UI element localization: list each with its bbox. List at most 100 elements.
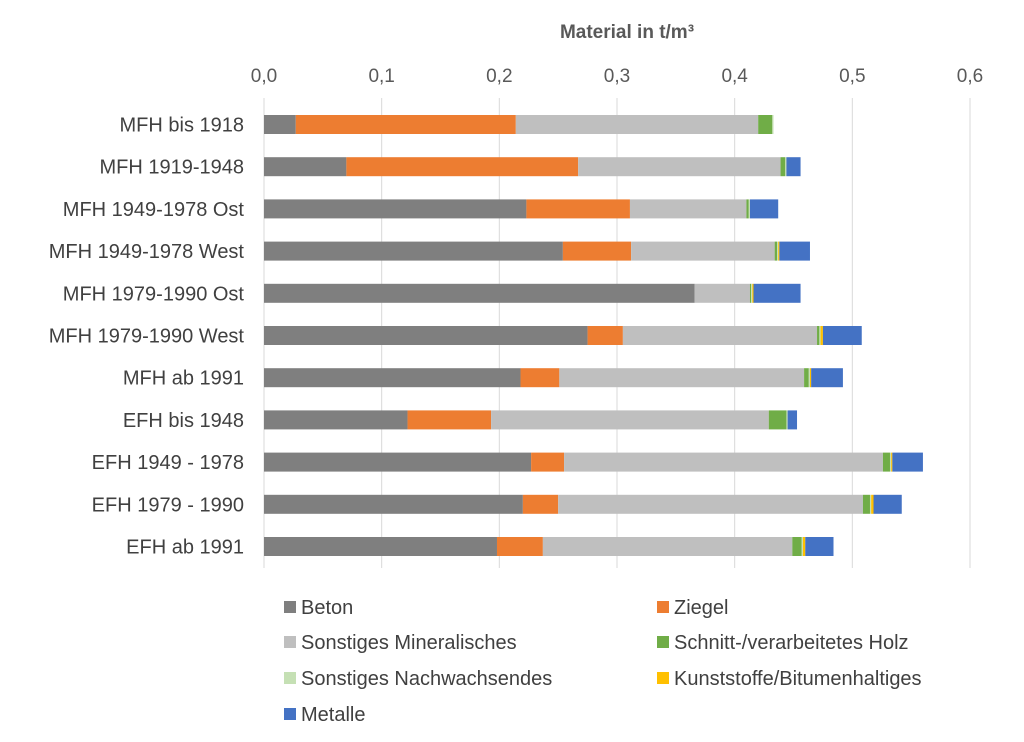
bar-segment-sonstiges-mineralisches xyxy=(629,199,747,219)
bar-segment-sonstiges-nachwachsendes xyxy=(869,494,872,514)
bar-segment-metalle xyxy=(787,410,798,430)
bar-segment-metalle xyxy=(749,199,779,219)
legend-swatch xyxy=(657,636,669,648)
category-label: MFH ab 1991 xyxy=(123,368,244,390)
x-tick-label: 0,1 xyxy=(368,66,394,87)
bar-segment-sonstiges-nachwachsendes xyxy=(748,199,750,219)
bar-segment-beton xyxy=(264,326,588,345)
bar-segment-ziegel xyxy=(531,452,565,472)
category-label: MFH bis 1918 xyxy=(120,115,245,137)
bar-segment-beton xyxy=(264,410,408,430)
x-tick-label: 0,2 xyxy=(486,66,512,87)
legend-label: Beton xyxy=(301,597,353,619)
bar-segment-metalle xyxy=(779,241,810,261)
bar-segment-metalle xyxy=(892,452,923,472)
bar-segment-ziegel xyxy=(520,368,560,388)
bar-segment-sonstiges-mineralisches xyxy=(542,537,793,556)
bar-segment-metalle xyxy=(873,494,902,514)
bar-segment-sonstiges-nachwachsendes xyxy=(889,452,892,472)
bar-segment-kunststoffe-bitumenhaltiges xyxy=(871,494,874,514)
bar-segment-sonstiges-mineralisches xyxy=(515,115,759,134)
bar-segment-schnitt-verarbeitetes-holz xyxy=(817,326,820,345)
legend-label: Sonstiges Nachwachsendes xyxy=(301,668,552,690)
bar-segment-schnitt-verarbeitetes-holz xyxy=(792,537,802,556)
category-label: EFH bis 1948 xyxy=(123,410,244,432)
category-label: EFH 1979 - 1990 xyxy=(92,494,244,516)
bar-segment-sonstiges-nachwachsendes xyxy=(785,157,787,177)
bar-segment-sonstiges-mineralisches xyxy=(622,326,818,345)
bar-segment-metalle xyxy=(811,368,843,388)
bar-segment-schnitt-verarbeitetes-holz xyxy=(862,494,870,514)
bar-segment-beton xyxy=(264,494,523,514)
legend-item: Sonstiges Nachwachsendes xyxy=(284,668,552,690)
x-tick-label: 0,0 xyxy=(251,66,277,87)
bar-segment-schnitt-verarbeitetes-holz xyxy=(780,157,786,177)
legend-label: Kunststoffe/Bitumenhaltiges xyxy=(674,668,922,690)
bar-segment-beton xyxy=(264,368,521,388)
legend-swatch xyxy=(284,708,296,720)
bar-segment-beton xyxy=(264,283,695,303)
category-label: MFH 1919-1948 xyxy=(99,157,244,179)
legend: Beton Ziegel Sonstiges Mineralisches Schnit… xyxy=(284,597,922,726)
category-label: MFH 1979-1990 Ost xyxy=(63,283,245,305)
x-axis-title: Material in t/m³ xyxy=(560,22,694,43)
bar-segment-sonstiges-nachwachsendes xyxy=(808,368,810,388)
bar-segment-sonstiges-mineralisches xyxy=(578,157,781,177)
bar-segment-sonstiges-nachwachsendes xyxy=(751,283,753,303)
bar-segment-ziegel xyxy=(496,537,543,556)
bar-segment-sonstiges-mineralisches xyxy=(491,410,769,430)
bar-segment-ziegel xyxy=(526,199,630,219)
bar-segment-beton xyxy=(264,157,347,177)
bar-segment-ziegel xyxy=(562,241,632,261)
bar-segment-schnitt-verarbeitetes-holz xyxy=(768,410,787,430)
legend-item: Schnitt-/verarbeitetes Holz xyxy=(657,632,909,654)
category-label: EFH ab 1991 xyxy=(126,537,244,559)
legend-label: Metalle xyxy=(301,704,365,726)
bar-segment-beton xyxy=(264,537,497,556)
legend-item: Metalle xyxy=(284,704,365,726)
bar-segment-sonstiges-mineralisches xyxy=(564,452,883,472)
bar-segment-kunststoffe-bitumenhaltiges xyxy=(809,368,812,388)
x-tick-label: 0,5 xyxy=(839,66,865,87)
bar-segment-schnitt-verarbeitetes-holz xyxy=(758,115,773,134)
bar-segment-sonstiges-nachwachsendes xyxy=(777,241,779,261)
bar-segment-schnitt-verarbeitetes-holz xyxy=(804,368,809,388)
bar-segment-schnitt-verarbeitetes-holz xyxy=(749,283,752,303)
legend-swatch xyxy=(284,601,296,613)
bar-segment-ziegel xyxy=(587,326,623,345)
bar-segment-beton xyxy=(264,115,296,134)
category-labels: MFH bis 1918 MFH 1919-1948 MFH 1949-1978 O… xyxy=(49,115,245,559)
bar-segment-kunststoffe-bitumenhaltiges xyxy=(778,241,780,261)
bar-segment-ziegel xyxy=(522,494,559,514)
legend-item: Sonstiges Mineralisches xyxy=(284,632,517,654)
category-label: MFH 1979-1990 West xyxy=(49,326,245,348)
bar-segment-sonstiges-nachwachsendes xyxy=(772,115,774,134)
legend-item: Kunststoffe/Bitumenhaltiges xyxy=(657,668,922,690)
bar-segment-beton xyxy=(264,199,527,219)
bar-segment-metalle xyxy=(753,283,801,303)
bar-segment-beton xyxy=(264,241,563,261)
legend-swatch xyxy=(657,601,669,613)
bar-segment-sonstiges-mineralisches xyxy=(631,241,775,261)
bar-segment-ziegel xyxy=(407,410,492,430)
bar-segment-schnitt-verarbeitetes-holz xyxy=(746,199,749,219)
bar-segment-schnitt-verarbeitetes-holz xyxy=(774,241,778,261)
bar-segment-kunststoffe-bitumenhaltiges xyxy=(820,326,823,345)
bar-segment-sonstiges-mineralisches xyxy=(558,494,863,514)
bar-segment-sonstiges-mineralisches xyxy=(559,368,805,388)
bar-segment-metalle xyxy=(822,326,862,345)
bar-segment-beton xyxy=(264,452,532,472)
legend-swatch xyxy=(284,636,296,648)
bar-segment-kunststoffe-bitumenhaltiges xyxy=(802,537,806,556)
bar-area xyxy=(264,115,923,556)
legend-swatch xyxy=(284,672,296,684)
bar-segment-metalle xyxy=(805,537,834,556)
bar-segment-sonstiges-nachwachsendes xyxy=(801,537,803,556)
bar-segment-metalle xyxy=(786,157,801,177)
bar-segment-kunststoffe-bitumenhaltiges xyxy=(891,452,893,472)
x-tick-label: 0,6 xyxy=(957,66,983,87)
legend-item: Beton xyxy=(284,597,353,619)
category-label: MFH 1949-1978 West xyxy=(49,241,245,263)
x-axis-tick-labels: 0,0 0,1 0,2 0,3 0,4 0,5 0,6 xyxy=(251,66,983,87)
bar-segment-sonstiges-mineralisches xyxy=(694,283,750,303)
